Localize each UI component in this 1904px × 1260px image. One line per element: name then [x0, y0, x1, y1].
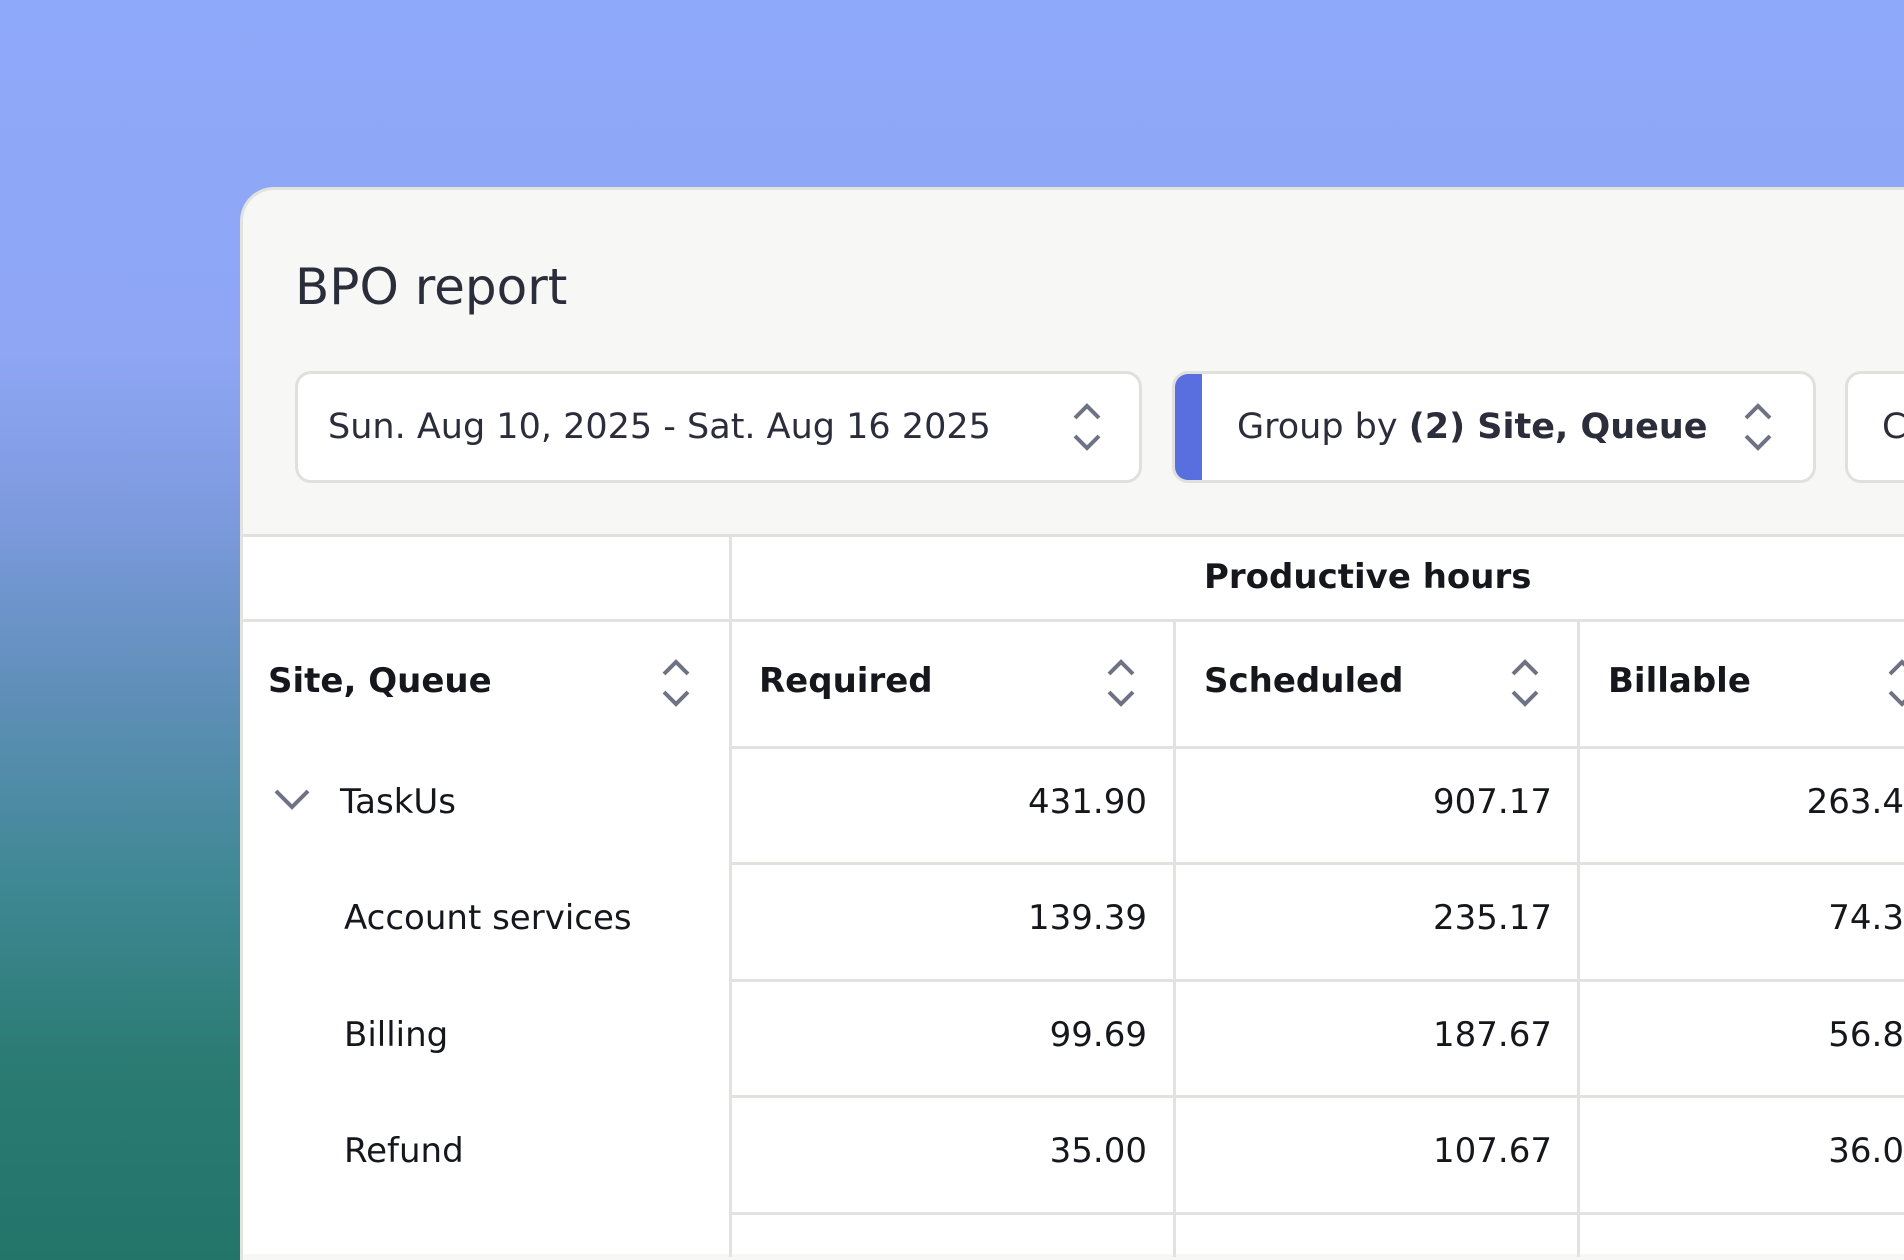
group-by-prefix: Group by — [1237, 407, 1398, 447]
column-header-label: Scheduled — [1204, 661, 1404, 701]
row-divider — [729, 1212, 1904, 1215]
column-header-label: Site, Queue — [268, 661, 492, 701]
column-divider — [1577, 619, 1580, 1257]
date-range-label: Sun. Aug 10, 2025 - Sat. Aug 16 2025 — [328, 407, 991, 447]
chevron-down-icon[interactable] — [273, 787, 311, 811]
scheduled-value: 235.17 — [1433, 898, 1552, 938]
billable-value: 56.8 — [1828, 1015, 1904, 1055]
group-header-productive-hours: Productive hours — [1204, 557, 1532, 597]
row-divider — [729, 979, 1904, 982]
row-label: Refund — [344, 1131, 464, 1171]
sort-icon[interactable] — [1508, 657, 1542, 709]
column-header-label: Required — [759, 661, 933, 701]
row-label: TaskUs — [340, 782, 456, 822]
scheduled-value: 187.67 — [1433, 1015, 1552, 1055]
scheduled-value: 107.67 — [1433, 1131, 1552, 1171]
third-control-label: C — [1882, 407, 1904, 447]
row-divider — [729, 1095, 1904, 1098]
row-label: Account services — [344, 898, 632, 938]
row-label: Billing — [344, 1015, 449, 1055]
billable-value: 263.4 — [1806, 782, 1904, 822]
sort-icon[interactable] — [1885, 657, 1904, 709]
active-accent-bar — [1175, 374, 1202, 480]
date-range-picker[interactable]: Sun. Aug 10, 2025 - Sat. Aug 16 2025 — [295, 371, 1142, 483]
report-table: Productive hours Site, Queue Required Sc… — [243, 534, 1904, 1257]
billable-value: 74.3 — [1828, 898, 1904, 938]
row-divider — [729, 746, 1904, 749]
required-value: 99.69 — [1049, 1015, 1147, 1055]
required-value: 431.90 — [1028, 782, 1147, 822]
group-by-value: (2) Site, Queue — [1408, 407, 1708, 447]
required-value: 35.00 — [1049, 1131, 1147, 1171]
required-value: 139.39 — [1028, 898, 1147, 938]
third-control[interactable]: C — [1845, 371, 1904, 483]
scheduled-value: 907.17 — [1433, 782, 1552, 822]
column-header-label: Billable — [1608, 661, 1751, 701]
chevron-up-down-icon — [1744, 403, 1772, 451]
group-by-select[interactable]: Group by (2) Site, Queue — [1172, 371, 1816, 483]
row-divider — [243, 619, 1904, 622]
sort-icon[interactable] — [659, 657, 693, 709]
chevron-up-down-icon — [1073, 403, 1101, 451]
page-title: BPO report — [295, 258, 568, 316]
sort-icon[interactable] — [1104, 657, 1138, 709]
row-divider — [729, 862, 1904, 865]
report-panel: BPO report Sun. Aug 10, 2025 - Sat. Aug … — [240, 187, 1904, 1260]
column-divider — [1173, 619, 1176, 1257]
billable-value: 36.0 — [1828, 1131, 1904, 1171]
column-divider — [729, 537, 732, 1257]
